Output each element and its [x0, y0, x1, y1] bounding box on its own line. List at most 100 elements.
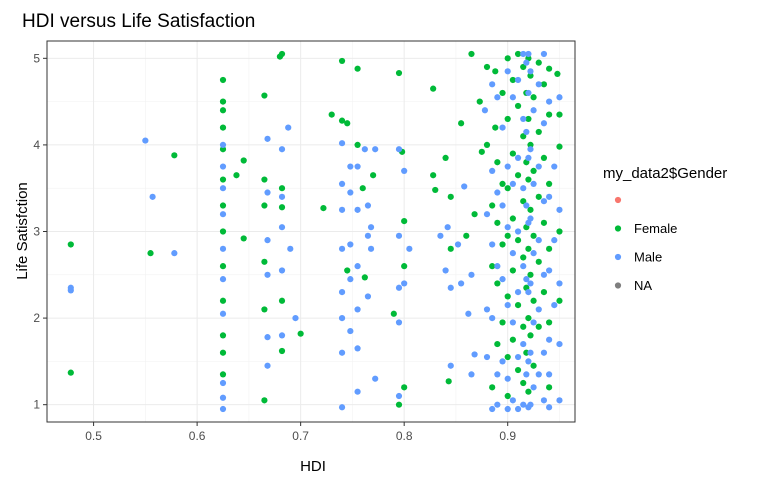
point-female	[556, 111, 563, 118]
point-male	[520, 115, 527, 123]
point-female	[525, 388, 532, 395]
x-tick-label: 0.5	[85, 429, 102, 443]
point-female	[219, 76, 227, 84]
point-female	[219, 124, 227, 131]
point-male	[523, 202, 530, 209]
point-female	[546, 319, 553, 326]
point-female	[219, 146, 227, 153]
point-male	[364, 232, 372, 239]
point-male	[499, 276, 506, 283]
point-female	[540, 81, 548, 88]
point-male	[483, 211, 491, 218]
point-female	[219, 228, 227, 235]
point-male	[535, 306, 542, 313]
point-male	[347, 327, 354, 335]
point-male	[514, 76, 522, 84]
point-male	[278, 267, 286, 274]
point-female	[514, 366, 522, 374]
y-axis-ticks: 1 2 3 4 5	[33, 51, 47, 412]
point-female	[525, 176, 532, 183]
point-male	[546, 193, 553, 200]
point-male	[525, 154, 532, 161]
y-axis-title: Life Satisfction	[14, 182, 31, 280]
point-male	[540, 349, 548, 356]
point-male	[142, 137, 149, 144]
point-female	[278, 50, 286, 58]
point-female	[546, 245, 553, 252]
point-female	[261, 306, 268, 313]
point-female	[530, 362, 537, 369]
point-male	[285, 124, 292, 131]
point-male	[525, 289, 532, 296]
point-female	[492, 68, 499, 75]
point-female	[489, 384, 496, 391]
point-male	[354, 306, 361, 313]
point-female	[359, 185, 366, 192]
legend-label-1: Female	[634, 221, 677, 236]
point-female	[525, 314, 532, 322]
x-tick-label: 0.8	[396, 429, 413, 443]
point-male	[489, 405, 496, 413]
point-female	[390, 310, 397, 317]
point-male	[219, 141, 227, 149]
point-male	[530, 384, 537, 391]
point-female	[546, 111, 553, 118]
point-female	[527, 271, 534, 278]
point-male	[530, 107, 537, 114]
legend-title: my_data2$Gender	[603, 165, 727, 182]
point-female	[219, 107, 227, 114]
point-male	[525, 89, 532, 97]
point-female	[233, 172, 240, 179]
point-female	[504, 353, 511, 361]
point-female	[401, 263, 408, 270]
point-male	[546, 336, 553, 343]
point-female	[504, 55, 511, 62]
point-male	[540, 271, 548, 278]
point-female	[494, 159, 501, 166]
point-female	[520, 198, 527, 205]
point-male	[535, 237, 542, 244]
point-male	[509, 180, 516, 187]
point-male	[520, 401, 527, 408]
point-female	[530, 94, 537, 101]
point-male	[494, 401, 501, 408]
point-female	[219, 349, 227, 356]
point-male	[494, 371, 501, 378]
point-male	[264, 271, 271, 278]
point-male	[556, 206, 563, 213]
point-male	[509, 319, 516, 326]
point-female	[494, 219, 501, 226]
point-female	[458, 120, 465, 127]
point-male	[287, 245, 294, 252]
point-female	[504, 232, 511, 239]
point-male	[556, 397, 563, 404]
point-male	[264, 237, 271, 244]
point-male	[523, 128, 530, 136]
point-male	[551, 237, 558, 244]
point-female	[261, 397, 268, 404]
x-axis-ticks: 0.5 0.6 0.7 0.8 0.9	[85, 422, 516, 443]
point-female	[278, 185, 286, 192]
point-female	[546, 384, 553, 391]
point-male	[219, 276, 227, 283]
point-male	[444, 224, 451, 231]
point-female	[278, 297, 286, 304]
y-tick-label: 1	[33, 398, 40, 412]
point-female	[219, 98, 227, 105]
point-female	[535, 323, 542, 330]
point-male	[395, 392, 403, 400]
point-male	[504, 224, 511, 231]
y-tick-label: 4	[33, 138, 40, 152]
point-female	[535, 59, 542, 66]
point-male	[372, 375, 379, 382]
point-male	[338, 140, 346, 147]
point-female	[468, 50, 475, 58]
point-male	[367, 224, 375, 231]
point-male	[454, 241, 462, 248]
point-female	[401, 384, 408, 391]
point-male	[338, 404, 346, 411]
point-male	[395, 232, 403, 239]
point-male	[514, 353, 522, 361]
point-male	[499, 202, 506, 209]
point-female	[445, 378, 452, 385]
